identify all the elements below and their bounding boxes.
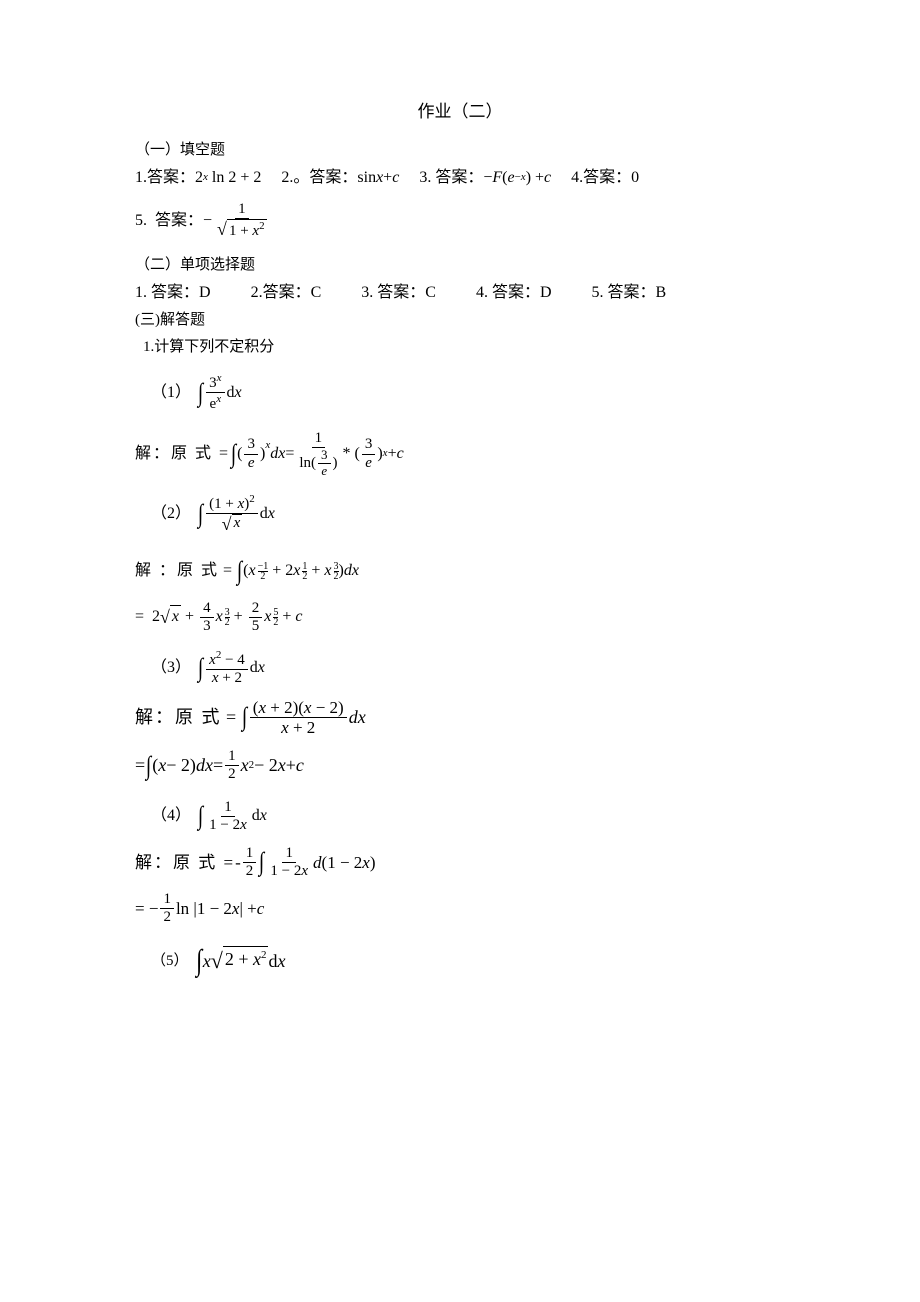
s1-ans5-n: 5 <box>135 210 143 232</box>
s1-ans5-lbl: 答案： <box>155 210 203 232</box>
s2a1n: 1 <box>135 282 143 304</box>
integral-icon: ∫ <box>198 375 203 411</box>
s2a5v: B <box>656 282 667 304</box>
s2a3v: C <box>425 282 436 304</box>
s2-ans4: 4. 答案：D <box>476 282 552 304</box>
p3-label: （3） <box>151 657 191 679</box>
s2a1l: 答案： <box>151 282 199 304</box>
s1-ans1-lbl: 答案： <box>147 167 195 189</box>
integral-icon: ∫ <box>198 798 203 834</box>
p1-integral: （1） ∫ 3xex dx <box>151 372 785 414</box>
s1-ans1: 1.答案： 2x ln 2 + 2 <box>135 167 261 189</box>
integral-icon: ∫ <box>196 940 202 982</box>
integral-icon: ∫ <box>242 699 247 735</box>
p1-label: （1） <box>151 382 191 404</box>
p3-solution-l2: = ∫ (x − 2)dx = 12 x2 − 2x + c <box>135 748 785 784</box>
integral-icon: ∫ <box>198 496 203 532</box>
integral-icon: ∫ <box>146 748 151 784</box>
problem-4: （4） ∫ 1 1 − 2x dx 解：原 式 =- 12 ∫ 1 1 − 2x… <box>135 798 785 926</box>
p2-solution-l1: 解 ：原 式 = ∫ ( x−12 + 2 x12 + x32 )dx <box>135 553 785 589</box>
section2-header: （二）单项选择题 <box>135 255 785 276</box>
s2a5n: 5 <box>592 282 600 304</box>
page-title: 作业（二） <box>135 100 785 124</box>
p4-integral: （4） ∫ 1 1 − 2x dx <box>151 798 785 834</box>
s1-ans4-n: 4 <box>571 167 579 189</box>
p2-sol-prefix: 解 ：原 式 <box>135 560 219 582</box>
s1-ans4-val: 0 <box>631 167 639 189</box>
p2-label: （2） <box>151 503 191 525</box>
p5-label: （5） <box>151 951 189 972</box>
section1-row1: 1.答案： 2x ln 2 + 2 2.。答案： sin x + c 3. 答案… <box>135 167 785 189</box>
integral-icon: ∫ <box>237 553 242 589</box>
p4-solution-l2: = −12 ln |1 − 2x| + c <box>135 891 785 927</box>
s1-ans4-lbl: 答案： <box>583 167 631 189</box>
p1-solution: 解：原 式 = ∫ (3e)x dx = 1 ln(3e) * (3e)x + … <box>135 430 785 479</box>
problem-2: （2） ∫ (1 + x)2 √x dx 解 ：原 式 = ∫ ( x−12 +… <box>135 493 785 635</box>
s2a5l: 答案： <box>608 282 656 304</box>
s2a2l: 答案： <box>263 282 311 304</box>
problem-1: （1） ∫ 3xex dx 解：原 式 = ∫ (3e)x dx = 1 ln(… <box>135 372 785 479</box>
p3-solution-l1: 解：原 式 = ∫ (x + 2)(x − 2) x + 2 dx <box>135 698 785 738</box>
p2-integral: （2） ∫ (1 + x)2 √x dx <box>151 493 785 536</box>
section3-header: (三)解答题 <box>135 310 785 331</box>
s1-ans3-n: 3 <box>419 167 427 189</box>
s1-ans4: 4.答案： 0 <box>571 167 639 189</box>
problem-3: （3） ∫ x2 − 4 x + 2 dx 解：原 式 = ∫ (x + 2)(… <box>135 649 785 784</box>
s2-ans5: 5. 答案：B <box>592 282 667 304</box>
s2a4n: 4 <box>476 282 484 304</box>
s2-ans2: 2.答案：C <box>251 282 322 304</box>
s2a2n: 2 <box>251 282 259 304</box>
p4-label: （4） <box>151 805 191 827</box>
integral-icon: ∫ <box>198 650 203 686</box>
s1-ans5: 5. 答案： − 1 √1 + x2 <box>135 201 272 241</box>
p1-sol-prefix: 解：原 式 = <box>135 443 230 465</box>
s1-ans1-n: 1 <box>135 167 143 189</box>
p4-sol-prefix: 解：原 式 = <box>135 851 235 875</box>
section2-row: 1. 答案：D 2.答案：C 3. 答案：C 4. 答案：D 5. 答案：B <box>135 282 785 304</box>
problem-5: （5） ∫ x√2 + x2 dx <box>135 940 785 982</box>
section1-row2: 5. 答案： − 1 √1 + x2 <box>135 201 785 241</box>
s2a4v: D <box>540 282 552 304</box>
p5-integral: （5） ∫ x√2 + x2 dx <box>151 940 785 982</box>
integral-icon: ∫ <box>231 436 236 472</box>
section3-prompt: 1.计算下列不定积分 <box>135 337 785 358</box>
s2a4l: 答案： <box>492 282 540 304</box>
s2-ans3: 3. 答案：C <box>361 282 436 304</box>
p3-sol-prefix: 解：原 式 <box>135 705 222 730</box>
p2-solution-l2: = 2√x + 43 x32 + 25 x52 + c <box>135 600 785 636</box>
s2a3n: 3 <box>361 282 369 304</box>
integral-icon: ∫ <box>259 844 264 880</box>
section1-header: （一）填空题 <box>135 140 785 161</box>
s2a3l: 答案： <box>377 282 425 304</box>
s2a2v: C <box>311 282 322 304</box>
s2a1v: D <box>199 282 211 304</box>
p3-integral: （3） ∫ x2 − 4 x + 2 dx <box>151 649 785 688</box>
p4-solution-l1: 解：原 式 =- 12 ∫ 1 1 − 2x d(1 − 2x) <box>135 844 785 880</box>
s1-ans3-lbl: 答案： <box>435 167 483 189</box>
s1-ans2-lbl: 。答案： <box>293 167 357 189</box>
s1-ans3: 3. 答案： −F(e−x) + c <box>419 167 551 189</box>
s1-ans2-n: 2 <box>281 167 289 189</box>
s1-ans2: 2.。答案： sin x + c <box>281 167 399 189</box>
s2-ans1: 1. 答案：D <box>135 282 211 304</box>
